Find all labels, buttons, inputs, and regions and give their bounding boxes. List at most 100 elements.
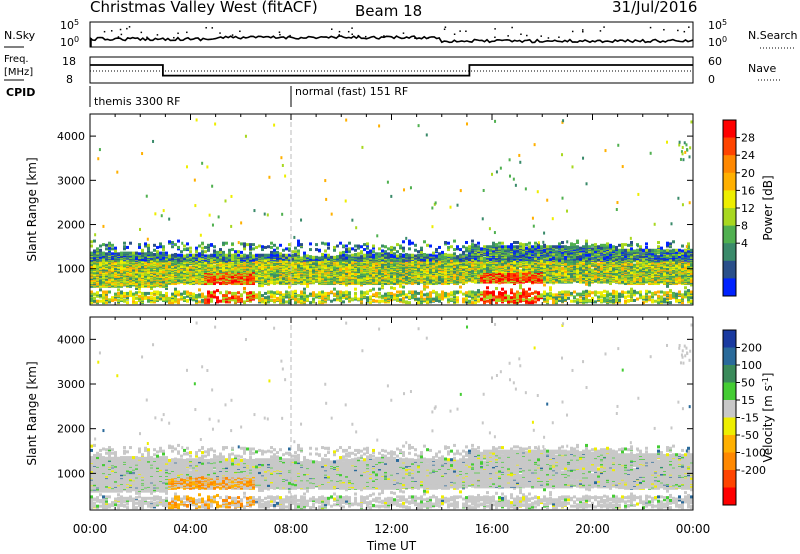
power-cell bbox=[126, 301, 129, 304]
power-cell bbox=[273, 252, 276, 255]
power-cell bbox=[372, 299, 375, 302]
power-cell bbox=[171, 299, 174, 302]
power-cell bbox=[300, 243, 303, 246]
power-cell bbox=[270, 291, 273, 294]
power-cell bbox=[330, 300, 333, 303]
nsearch-point bbox=[445, 26, 447, 28]
power-cell bbox=[372, 254, 375, 257]
power-cell bbox=[426, 293, 429, 296]
power-cell bbox=[258, 254, 261, 257]
power-cell bbox=[360, 294, 363, 297]
power-cell bbox=[411, 242, 414, 245]
power-cell bbox=[234, 292, 237, 295]
power-cell bbox=[177, 298, 180, 301]
power-cell bbox=[441, 291, 444, 294]
nsearch-point bbox=[219, 32, 221, 34]
power-cell bbox=[246, 254, 249, 257]
power-cell bbox=[249, 291, 252, 294]
power-cell bbox=[204, 298, 207, 301]
power-cell bbox=[318, 257, 321, 260]
power-cell bbox=[174, 288, 177, 291]
power-cell bbox=[177, 254, 180, 257]
power-cell bbox=[375, 252, 378, 255]
power-cell bbox=[159, 252, 162, 255]
power-cell bbox=[333, 293, 336, 296]
power-cell bbox=[306, 298, 309, 301]
power-cell bbox=[366, 291, 369, 294]
power-cell bbox=[381, 300, 384, 303]
power-cell bbox=[318, 266, 321, 269]
nsearch-point bbox=[650, 27, 652, 29]
power-cell bbox=[414, 249, 417, 252]
power-cell bbox=[399, 253, 402, 256]
power-cell bbox=[123, 292, 126, 295]
power-cell bbox=[189, 250, 192, 253]
power-cell bbox=[195, 247, 198, 250]
power-cell bbox=[252, 254, 255, 257]
power-cell bbox=[240, 251, 243, 254]
power-cell bbox=[129, 242, 132, 245]
freq-tick-8: 8 bbox=[66, 73, 73, 86]
nsearch-point bbox=[157, 34, 159, 36]
noise-left-exp: 5 bbox=[74, 18, 79, 27]
power-cell bbox=[438, 300, 441, 303]
power-cell bbox=[135, 297, 138, 300]
power-cell bbox=[192, 278, 195, 281]
power-cell bbox=[336, 245, 339, 248]
power-cell bbox=[294, 257, 297, 260]
power-cell bbox=[219, 248, 222, 251]
power-cell bbox=[273, 249, 276, 252]
power-cell bbox=[216, 289, 219, 292]
power-cell bbox=[168, 254, 171, 257]
power-cell bbox=[111, 244, 114, 247]
power-cell bbox=[285, 254, 288, 257]
power-cell bbox=[210, 254, 213, 257]
power-cell bbox=[384, 250, 387, 253]
power-cell bbox=[402, 254, 405, 257]
power-cell bbox=[336, 291, 339, 294]
power-cell bbox=[96, 291, 99, 294]
power-cell bbox=[132, 293, 135, 296]
power-cell bbox=[396, 243, 399, 246]
power-cell bbox=[243, 300, 246, 303]
power-cell bbox=[153, 249, 156, 252]
power-cell bbox=[279, 252, 282, 255]
power-cell bbox=[417, 254, 420, 257]
power-cell bbox=[297, 298, 300, 301]
power-cell bbox=[147, 292, 150, 295]
power-cell bbox=[213, 254, 216, 257]
power-cell bbox=[276, 297, 279, 300]
power-cell bbox=[396, 299, 399, 302]
power-cell bbox=[222, 242, 225, 245]
power-cell bbox=[258, 291, 261, 294]
power-cell bbox=[378, 252, 381, 255]
power-cell bbox=[132, 254, 135, 257]
power-cell bbox=[324, 242, 327, 245]
power-cell bbox=[363, 243, 366, 246]
nsearch-point bbox=[351, 27, 353, 29]
power-cell bbox=[168, 301, 171, 304]
power-cell bbox=[114, 249, 117, 252]
power-cell bbox=[429, 300, 432, 303]
power-cell bbox=[276, 247, 279, 250]
power-cell bbox=[207, 244, 210, 247]
power-cell bbox=[342, 251, 345, 254]
power-cell bbox=[393, 287, 396, 290]
power-cell bbox=[303, 298, 306, 301]
power-cell bbox=[153, 253, 156, 256]
power-cell bbox=[309, 248, 312, 251]
power-cell bbox=[432, 298, 435, 301]
power-cell bbox=[405, 276, 408, 279]
power-cell bbox=[216, 254, 219, 257]
power-cell bbox=[234, 295, 237, 298]
power-cell bbox=[111, 299, 114, 302]
power-cell bbox=[435, 254, 438, 257]
power-cell bbox=[420, 247, 423, 250]
power-cell bbox=[333, 256, 336, 259]
power-cell bbox=[249, 243, 252, 246]
nsearch-point bbox=[603, 26, 605, 28]
power-cell bbox=[387, 252, 390, 255]
power-cell bbox=[297, 300, 300, 303]
power-cell bbox=[420, 291, 423, 294]
power-cell bbox=[345, 291, 348, 294]
